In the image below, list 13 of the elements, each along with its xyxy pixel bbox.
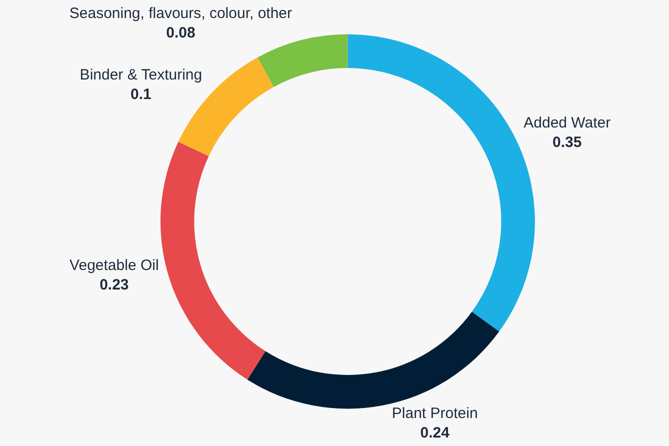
donut-slice — [160, 142, 266, 380]
data-label: 0.1 — [130, 86, 152, 104]
slice-label: Binder & Texturing — [80, 66, 202, 84]
slice-label: Added Water — [524, 114, 611, 132]
slice-label: Plant Protein — [392, 404, 478, 422]
slice-label: Vegetable Oil — [70, 256, 159, 274]
donut-slice — [247, 312, 500, 408]
data-label: 0.23 — [100, 276, 129, 294]
data-label: 0.35 — [552, 134, 582, 151]
data-label: 0.08 — [166, 24, 196, 42]
data-label: 0.24 — [420, 424, 450, 442]
donut-slice — [258, 34, 348, 87]
slice-label: Seasoning, flavours, colour, other — [69, 4, 292, 22]
